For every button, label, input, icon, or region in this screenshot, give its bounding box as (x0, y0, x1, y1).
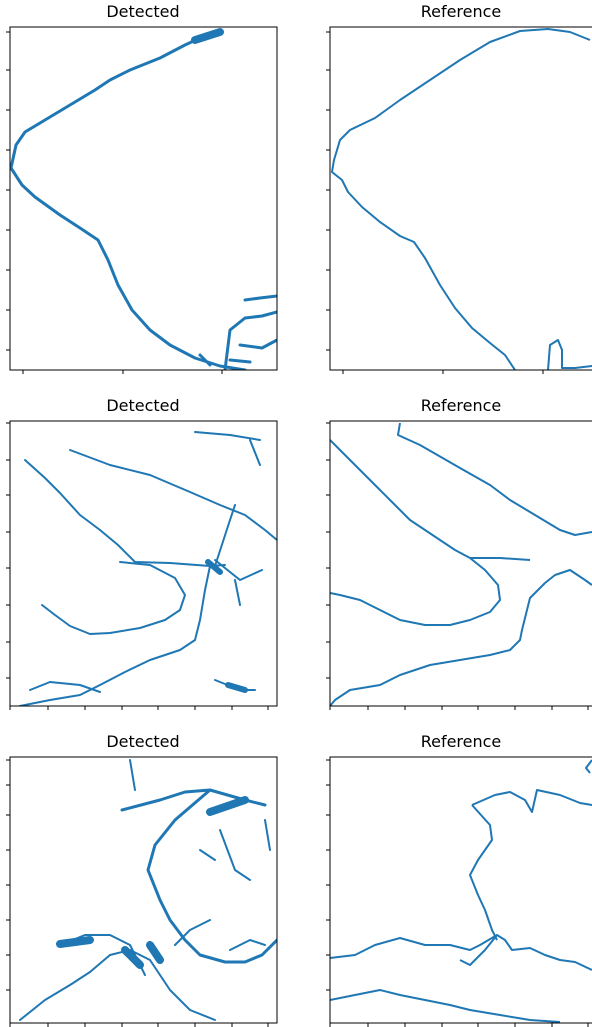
panel-frame (329, 420, 592, 707)
detected-lines (10, 28, 277, 370)
panel-frame (9, 756, 278, 1024)
panel-title: Reference (421, 396, 502, 415)
panel-title: Detected (106, 2, 179, 21)
panel-frame (329, 26, 592, 371)
reference-lines (331, 28, 592, 370)
panel-title: Detected (106, 732, 179, 751)
panel-title: Reference (421, 2, 502, 21)
detected-lines (19, 431, 277, 706)
panel-frame (9, 420, 278, 707)
reference-lines (330, 422, 592, 706)
panel-title: Detected (106, 396, 179, 415)
panel-frame (329, 756, 592, 1024)
detected-lines (19, 759, 277, 1021)
reference-lines (330, 759, 592, 1023)
panel-title: Reference (421, 732, 502, 751)
panel-frame (9, 26, 278, 371)
